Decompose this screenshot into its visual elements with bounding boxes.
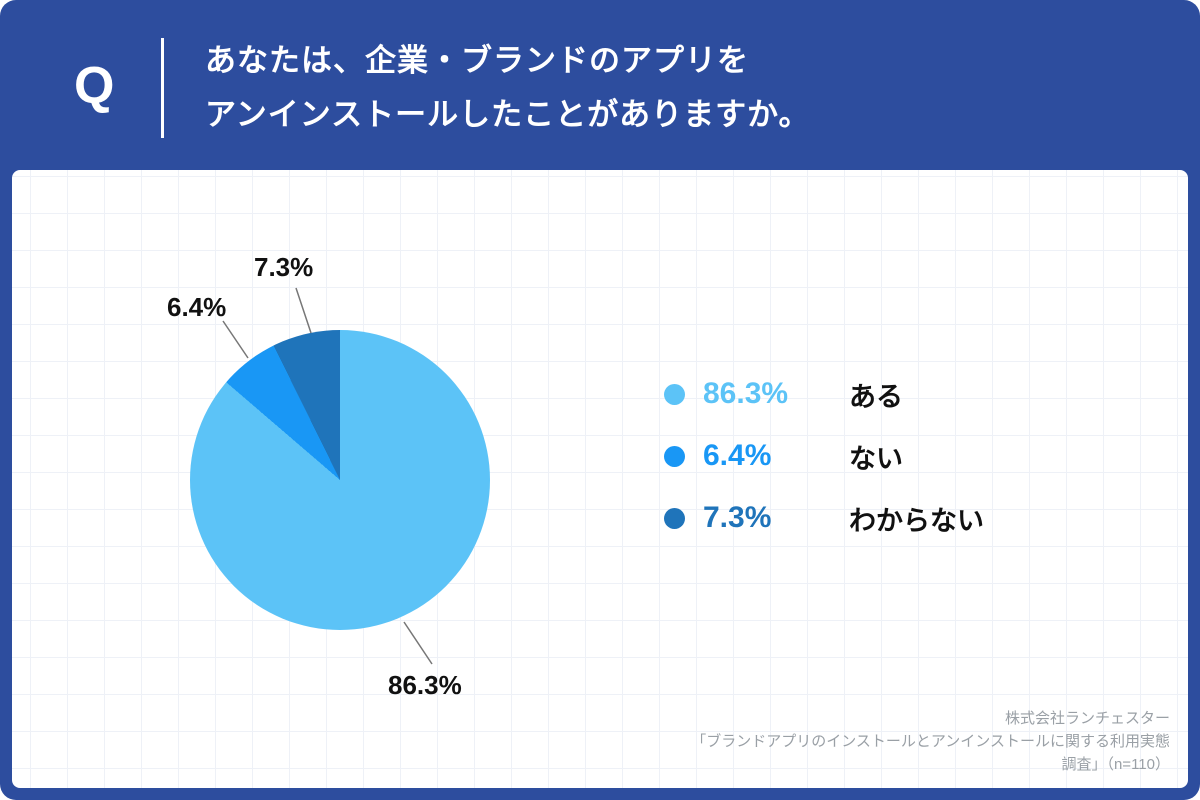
pie-chart [190,330,490,630]
question-q-mark: Q [74,57,115,115]
legend-row-aru: 86.3% ある [664,376,984,412]
source-line-2: 「ブランドアプリのインストールとアンインストールに関する利用実態 [691,733,1170,750]
legend-label-aru: ある [849,381,903,412]
legend-row-nai: 6.4% ない [664,438,984,474]
question-line-2: アンインストールしたことがありますか。 [205,97,811,132]
pie-label-wakaranai: 7.3% [254,252,314,282]
legend-label-nai: ない [849,443,903,474]
leader-line-wakaranai [295,287,312,334]
pie-label-nai: 6.4% [167,292,227,322]
source-line-3: 調査」（n=110） [1061,756,1170,773]
legend-dot-nai [664,445,685,467]
legend-label-wakaranai: わからない [849,505,984,536]
leader-line-aru [403,621,433,665]
legend-pct-wakaranai: 7.3% [703,501,772,534]
leader-lines [222,287,433,665]
question-line-1: あなたは、企業・ブランドのアプリを [205,43,749,78]
leader-line-nai [222,320,249,359]
question-header: Q あなたは、企業・ブランドのアプリを アンインストールしたことがありますか。 [0,0,1200,170]
legend-pct-aru: 86.3% [703,377,789,410]
source-line-1: 株式会社ランチェスター [1004,710,1170,727]
legend-pct-nai: 6.4% [703,439,772,472]
chart-legend: 86.3% ある 6.4% ない 7.3% わからない [664,376,984,562]
legend-dot-aru [664,383,685,405]
question-text: あなたは、企業・ブランドのアプリを アンインストールしたことがありますか。 [205,34,811,142]
header-divider [161,38,164,138]
legend-row-wakaranai: 7.3% わからない [664,500,984,536]
chart-card: 7.3% 6.4% 86.3% 86.3% ある 6.4% ない 7.3% わか… [12,170,1188,788]
legend-dot-wakaranai [664,507,685,529]
source-note: 株式会社ランチェスター 「ブランドアプリのインストールとアンインストールに関する… [691,707,1170,776]
pie-label-aru: 86.3% [388,670,462,700]
